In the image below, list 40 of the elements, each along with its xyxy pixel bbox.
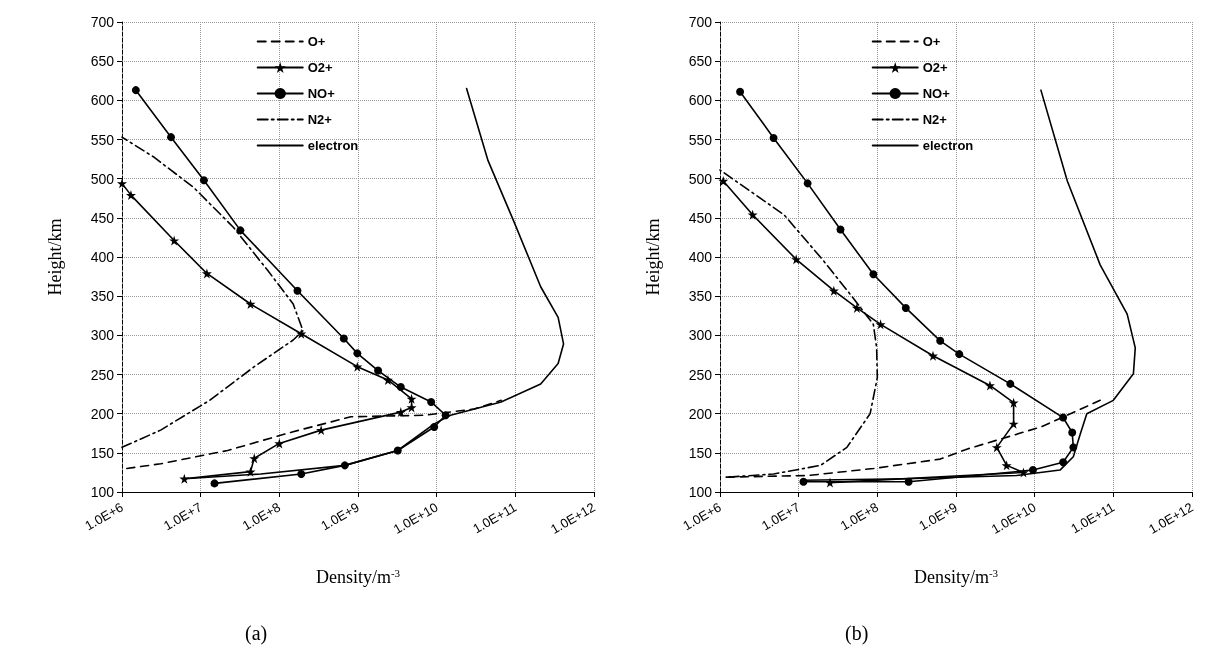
text: (a) <box>245 622 268 645</box>
y-axis-title: Height/km <box>45 218 65 296</box>
legend-label: NO+ <box>307 86 336 101</box>
y-tick-label: 100 <box>90 484 115 500</box>
y-tick-label: 600 <box>688 92 713 109</box>
legend-label: electron <box>307 138 359 153</box>
y-tick-label: 450 <box>90 209 115 226</box>
y-tick-label: 600 <box>90 92 115 109</box>
y-tick-label: 550 <box>90 131 115 148</box>
y-tick-label: 150 <box>90 444 115 461</box>
legend-label: NO+ <box>922 86 951 101</box>
y-tick-label: 250 <box>90 366 115 383</box>
legend-label: N2+ <box>307 112 333 127</box>
y-tick-label: 400 <box>90 249 115 265</box>
y-tick-label: 350 <box>90 288 115 305</box>
legend-label: O2+ <box>922 60 949 75</box>
legend-label: O+ <box>307 34 326 49</box>
y-tick-label: 500 <box>688 170 713 187</box>
y-tick-label: 500 <box>90 170 115 187</box>
y-tick-label: 100 <box>688 484 713 500</box>
legend-label: N2+ <box>922 112 948 127</box>
y-tick-label: 350 <box>688 288 713 305</box>
y-tick-label: 300 <box>688 327 713 344</box>
y-tick-label: 150 <box>688 444 713 461</box>
y-tick-label: 650 <box>90 53 115 70</box>
text: (b) <box>845 622 869 645</box>
y-tick-label: 400 <box>688 249 713 265</box>
y-axis-title: Height/km <box>643 218 663 296</box>
y-tick-label: 200 <box>90 405 115 422</box>
y-tick-label: 650 <box>688 53 713 70</box>
y-tick-label: 200 <box>688 405 713 422</box>
legend-label: O2+ <box>307 60 334 75</box>
y-tick-label: 450 <box>688 209 713 226</box>
y-tick-label: 300 <box>90 327 115 344</box>
y-tick-label: 250 <box>688 366 713 383</box>
legend-label: electron <box>922 138 974 153</box>
y-tick-label: 700 <box>90 14 115 30</box>
legend-label: O+ <box>922 34 941 49</box>
y-tick-label: 700 <box>688 14 713 30</box>
y-tick-label: 550 <box>688 131 713 148</box>
